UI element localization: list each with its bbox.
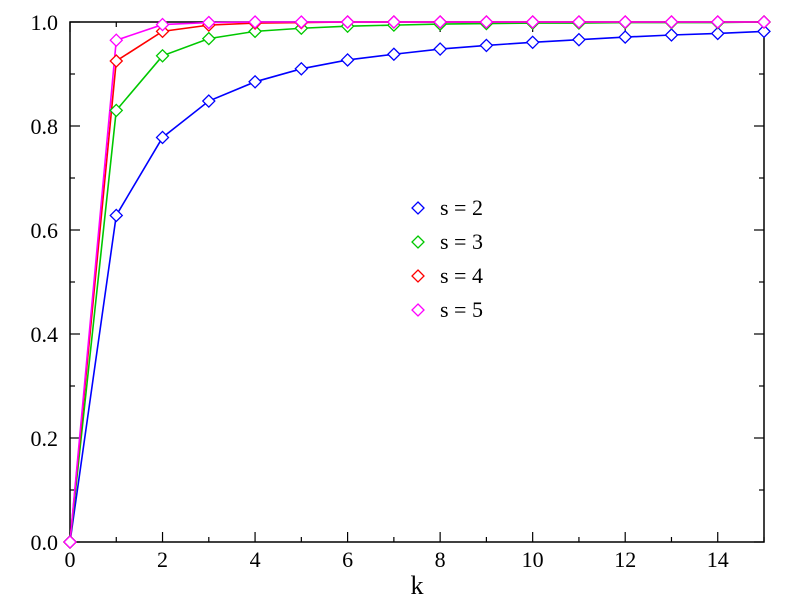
series-marker — [412, 270, 424, 282]
series-line-2 — [70, 22, 764, 542]
series-marker — [412, 304, 424, 316]
series-marker — [619, 31, 631, 43]
plot-frame — [70, 22, 764, 542]
x-tick-label: 0 — [65, 547, 76, 572]
x-tick-label: 14 — [707, 547, 729, 572]
series-marker — [758, 16, 770, 28]
y-tick-label: 0.2 — [31, 426, 59, 451]
series-marker — [665, 29, 677, 41]
series-marker — [388, 48, 400, 60]
series-marker — [412, 202, 424, 214]
series-marker — [619, 16, 631, 28]
series-marker — [110, 209, 122, 221]
y-tick-label: 0.4 — [31, 322, 59, 347]
y-tick-label: 0.0 — [31, 530, 59, 555]
series-marker — [249, 76, 261, 88]
line-chart: 0 2 4 6 8 10 12 14 0.0 0.2 0.4 0.6 0.8 1.0 k s = 2 s = 3… — [0, 0, 800, 600]
x-tick-label: 2 — [157, 547, 168, 572]
series-marker — [295, 63, 307, 75]
series-marker — [434, 43, 446, 55]
series-marker — [480, 39, 492, 51]
series-marker — [342, 54, 354, 66]
y-tick-label: 0.8 — [31, 114, 59, 139]
x-tick-label: 8 — [435, 547, 446, 572]
legend-label: s = 4 — [440, 263, 483, 288]
y-tick-label: 0.6 — [31, 218, 59, 243]
series-marker — [110, 55, 122, 67]
series-marker — [203, 33, 215, 45]
series-marker — [527, 16, 539, 28]
series-line-0 — [70, 31, 764, 542]
series-marker — [249, 16, 261, 28]
x-tick-label: 10 — [522, 547, 544, 572]
series-marker — [412, 236, 424, 248]
legend-label: s = 5 — [440, 297, 483, 322]
series-line-3 — [70, 22, 764, 542]
series-marker — [110, 34, 122, 46]
y-tick-label: 1.0 — [31, 10, 59, 35]
series-line-1 — [70, 22, 764, 542]
x-tick-label: 4 — [250, 547, 261, 572]
x-axis-label: k — [411, 571, 424, 600]
legend-label: s = 3 — [440, 229, 483, 254]
series-marker — [527, 36, 539, 48]
series-marker — [665, 16, 677, 28]
series-marker — [573, 34, 585, 46]
legend-label: s = 2 — [440, 195, 483, 220]
x-tick-label: 6 — [342, 547, 353, 572]
x-tick-label: 12 — [614, 547, 636, 572]
series-marker — [573, 16, 585, 28]
series-marker — [712, 16, 724, 28]
